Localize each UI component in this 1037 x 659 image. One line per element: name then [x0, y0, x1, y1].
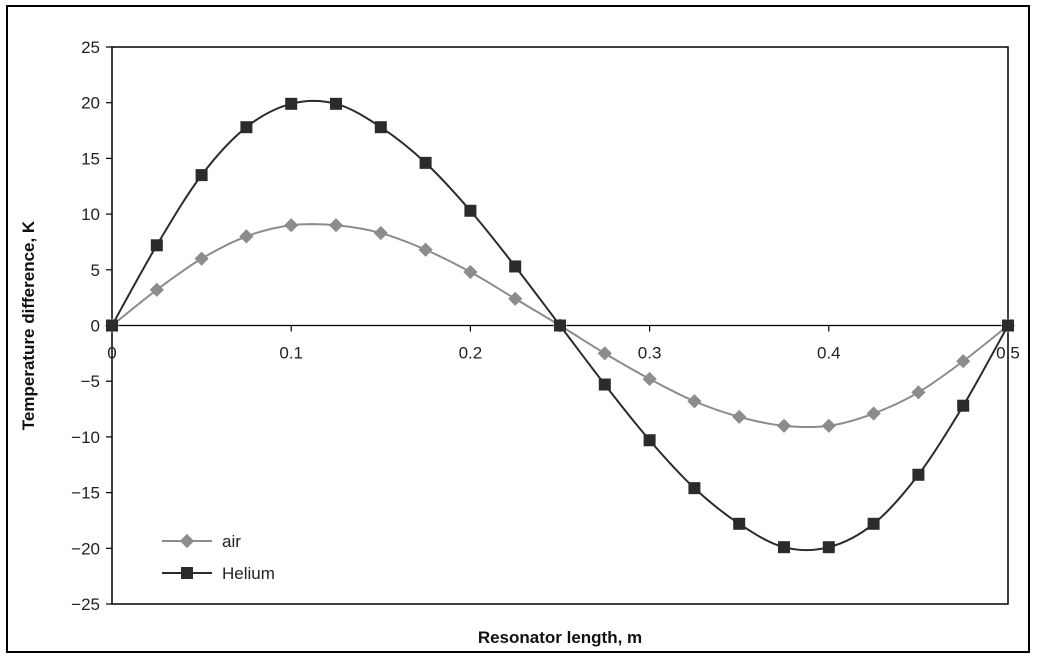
data-point-air — [194, 251, 209, 266]
data-point-air — [508, 291, 523, 306]
data-point-helium — [867, 517, 880, 530]
data-point-helium — [733, 517, 746, 530]
data-point-helium — [240, 121, 253, 134]
data-point-helium — [598, 378, 611, 391]
data-point-air — [149, 282, 164, 297]
x-tick-label: 0 — [107, 344, 116, 363]
x-tick-label: 0.3 — [638, 344, 662, 363]
y-axis-title: Temperature difference, K — [19, 220, 38, 430]
data-point-air — [821, 418, 836, 433]
data-point-helium — [285, 97, 298, 110]
series-layer — [104, 97, 1016, 554]
data-point-helium — [374, 121, 387, 134]
x-tick-label: 0.5 — [996, 344, 1020, 363]
data-point-air — [776, 418, 792, 433]
y-tick-label: 5 — [91, 261, 100, 280]
y-tick-label: 10 — [81, 205, 100, 224]
x-axis-title: Resonator length, m — [478, 628, 642, 647]
x-tick-label: 0.4 — [817, 344, 841, 363]
data-point-air — [642, 371, 657, 387]
data-point-air — [328, 218, 344, 233]
y-tick-label: −20 — [71, 539, 100, 558]
legend-marker-helium — [181, 567, 193, 579]
data-point-helium — [150, 239, 163, 252]
data-point-helium — [643, 434, 656, 447]
legend-label-helium: Helium — [222, 564, 275, 583]
legend: air Helium — [162, 532, 275, 583]
data-point-air — [284, 218, 299, 233]
data-point-helium — [822, 541, 835, 554]
data-point-helium — [778, 541, 790, 554]
data-point-air — [597, 346, 612, 361]
data-point-helium — [554, 319, 566, 332]
data-point-air — [463, 264, 478, 280]
data-point-helium — [912, 468, 925, 481]
data-point-helium — [419, 156, 432, 169]
x-tick-label: 0.1 — [279, 344, 303, 363]
data-point-helium — [688, 482, 701, 495]
data-point-air — [418, 242, 433, 257]
data-point-air — [732, 409, 747, 424]
x-axis: 0 0.1 0.2 0.3 0.4 0.5 — [107, 325, 1020, 363]
data-point-air — [373, 225, 388, 241]
data-point-helium — [195, 169, 208, 182]
y-tick-label: 20 — [81, 94, 100, 113]
data-point-air — [956, 354, 971, 369]
y-tick-label: 0 — [91, 317, 100, 336]
y-tick-label: 15 — [81, 149, 100, 168]
x-tick-label: 0.2 — [459, 344, 483, 363]
legend-marker-air — [179, 533, 195, 549]
y-tick-label: 25 — [81, 38, 100, 57]
data-point-air — [687, 394, 702, 409]
legend-label-air: air — [222, 532, 241, 551]
y-tick-label: −10 — [71, 428, 100, 447]
data-point-air — [911, 385, 926, 400]
y-tick-label: −5 — [81, 372, 100, 391]
data-point-helium — [1002, 319, 1014, 332]
data-point-air — [866, 406, 881, 421]
data-point-air — [239, 229, 254, 244]
y-tick-label: −25 — [71, 595, 100, 614]
y-tick-label: −15 — [71, 484, 100, 503]
data-point-helium — [106, 319, 118, 332]
y-axis: 25 20 15 10 5 0 −5 −10 −15 −20 −25 — [71, 38, 112, 614]
data-point-helium — [464, 204, 477, 217]
data-point-helium — [509, 260, 522, 273]
data-point-helium — [957, 399, 970, 412]
data-point-helium — [330, 97, 342, 110]
